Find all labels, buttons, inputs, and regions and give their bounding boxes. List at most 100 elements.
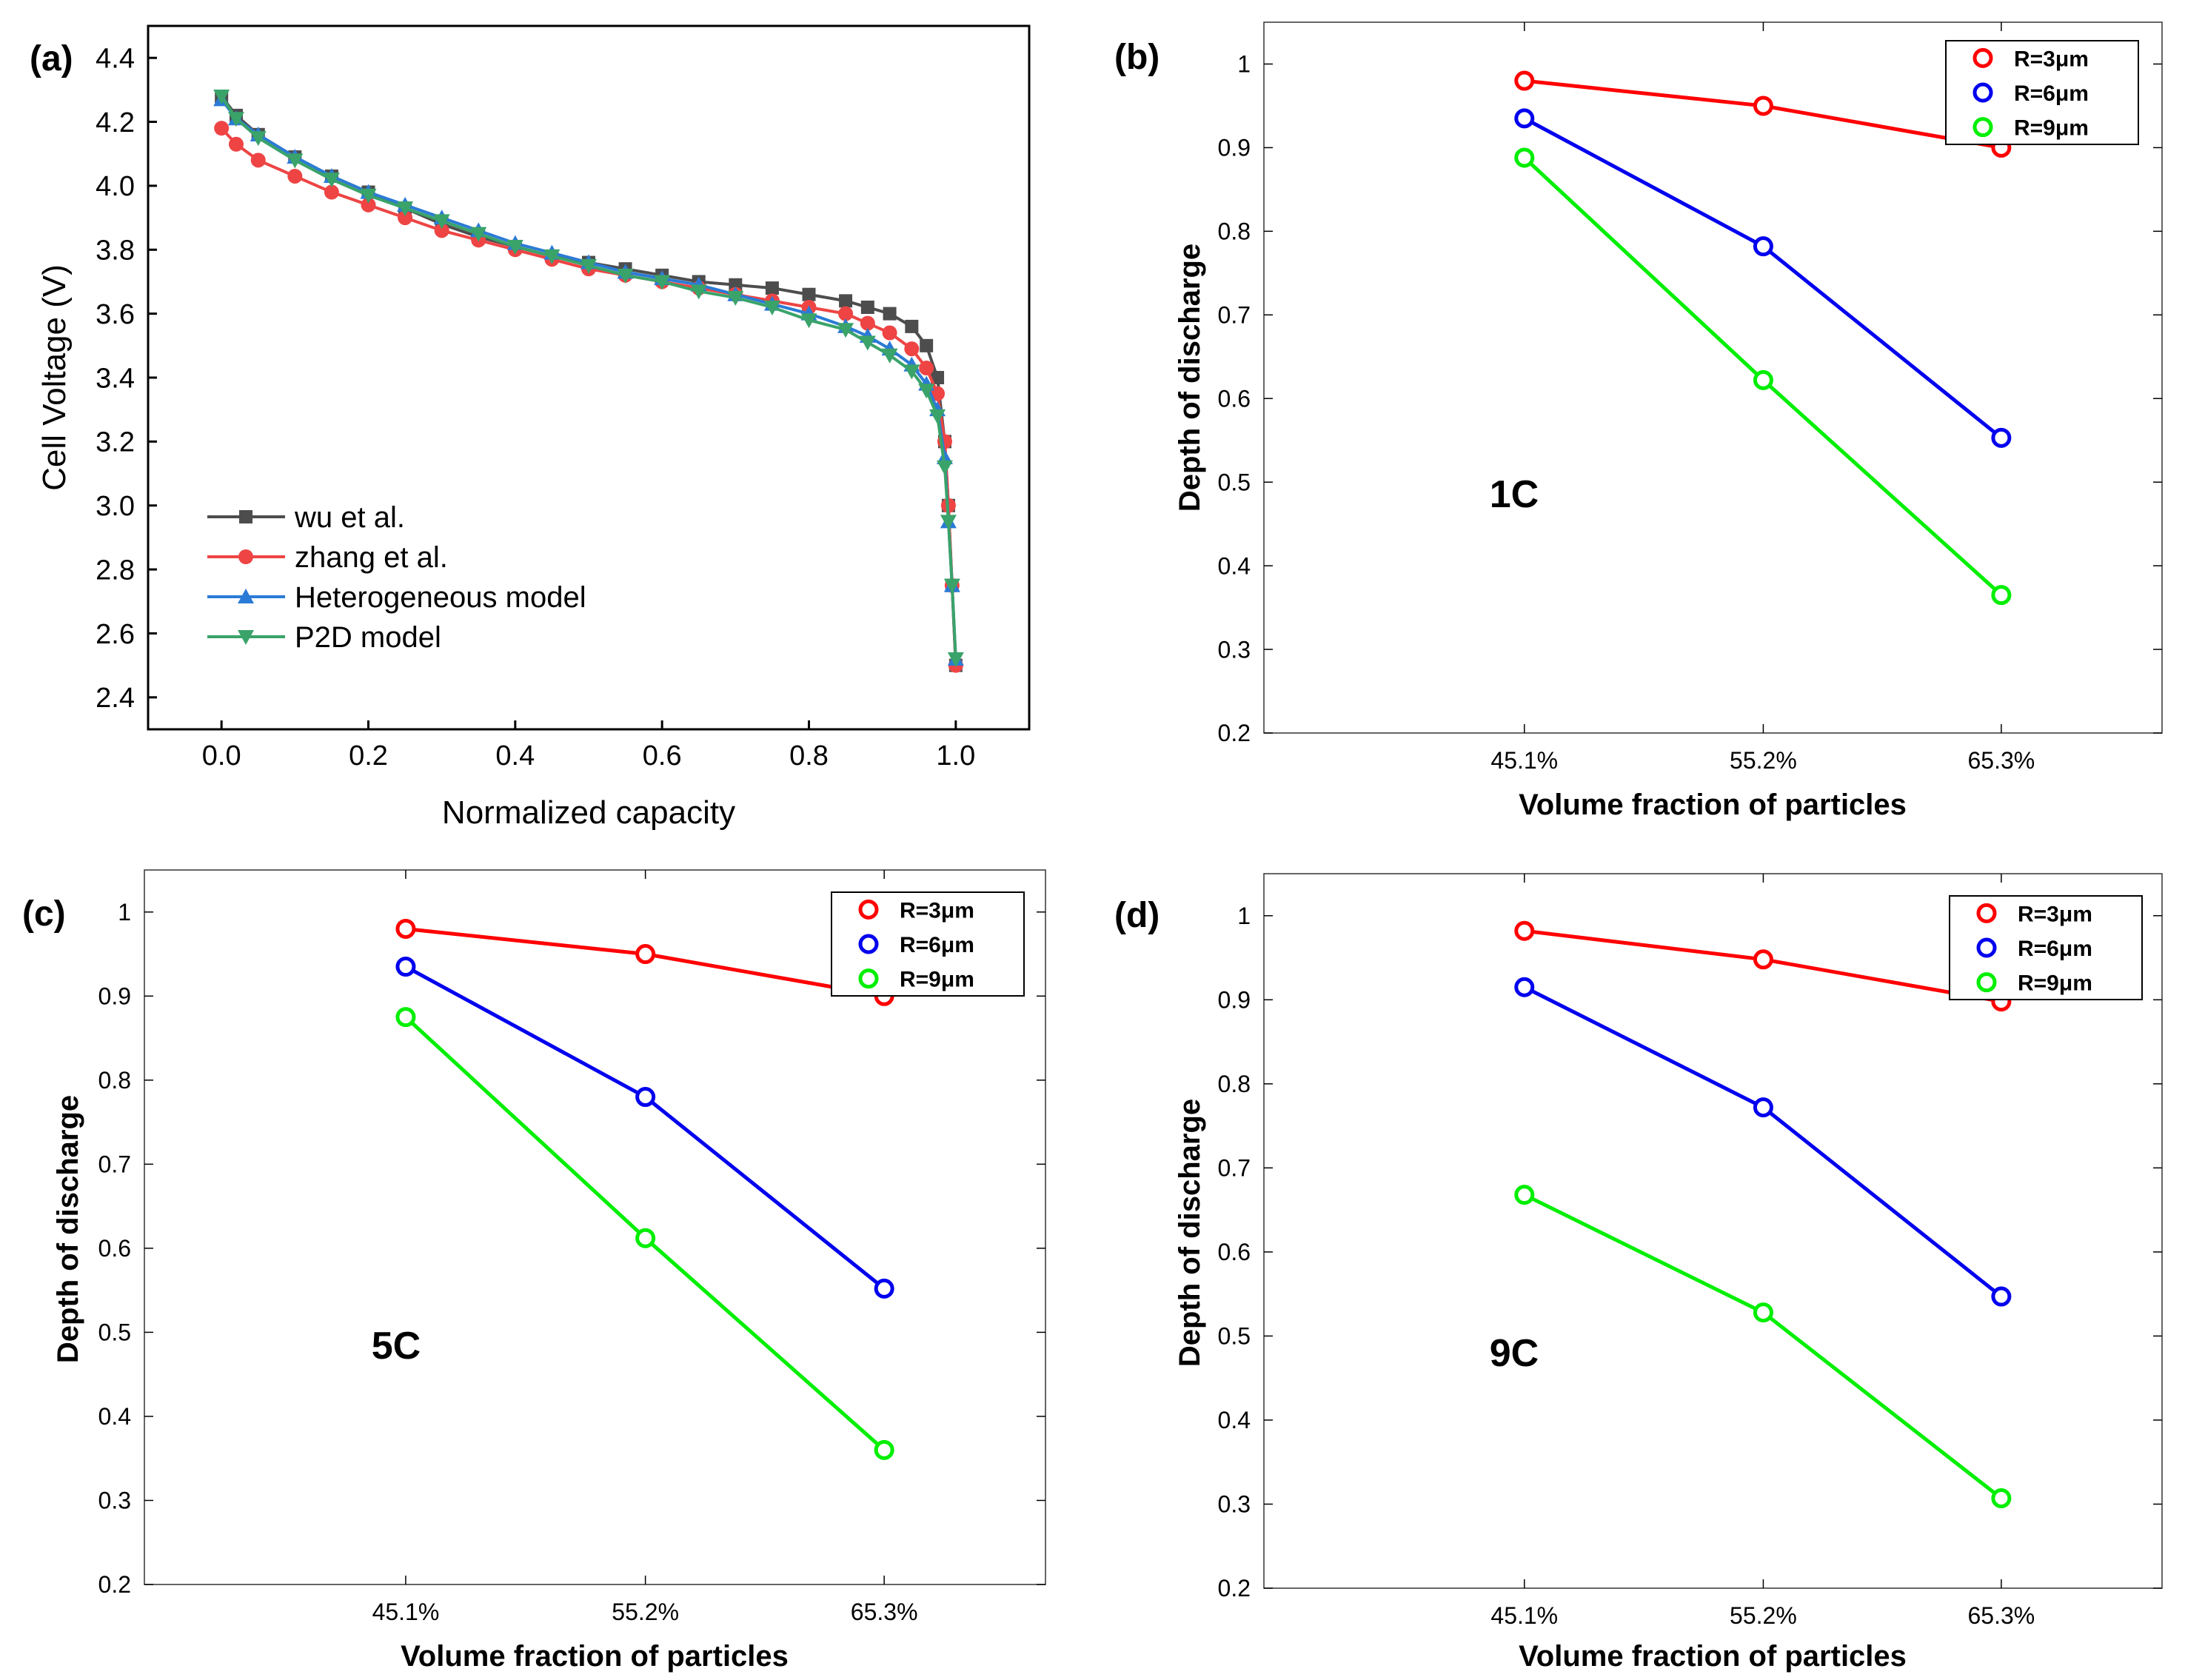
y-tick-label: 3.6 <box>96 299 135 330</box>
data-point <box>860 315 875 331</box>
legend-label: R=3μm <box>2018 902 2092 926</box>
legend-label: R=3μm <box>2014 47 2089 71</box>
series-line-2 <box>220 98 957 660</box>
legend-label: wu et al. <box>294 501 405 534</box>
data-point <box>1753 949 1773 970</box>
panel-b: (b) 0.2 0.3 0.4 0.5 0.6 0.7 0.8 0.9 1 45.1% 55.2% 65… <box>1114 21 2163 821</box>
y-tick-label: 0.8 <box>98 1067 131 1094</box>
x-tick-label: 0.8 <box>789 740 829 772</box>
y-tick-label: 3.2 <box>96 427 135 458</box>
data-point <box>397 201 414 217</box>
legend-marker <box>238 549 253 564</box>
data-point <box>940 515 957 530</box>
data-point <box>229 136 244 152</box>
legend-label: R=9μm <box>2018 971 2092 996</box>
data-point <box>931 371 945 384</box>
y-tick-label: 0.9 <box>1218 986 1251 1013</box>
data-point <box>361 197 376 212</box>
data-point <box>919 361 934 376</box>
legend-label: zhang et al. <box>295 541 448 574</box>
x-tick-label: 1.0 <box>936 740 975 772</box>
x-tick-label: 65.3% <box>1968 747 2035 774</box>
data-point <box>727 291 744 307</box>
data-point <box>654 275 671 290</box>
data-point <box>839 294 853 308</box>
plot-frame <box>144 869 1046 1585</box>
y-tick-label: 1 <box>1237 51 1251 78</box>
data-point <box>395 1007 416 1028</box>
panel-c: (c) 0.2 0.3 0.4 0.5 0.6 0.7 0.8 0.9 1 45.1% 55.2% 65… <box>22 869 1046 1673</box>
legend-marker <box>239 510 252 523</box>
data-point <box>859 335 876 351</box>
y-tick-label: 1 <box>118 899 131 926</box>
data-point <box>395 918 416 939</box>
y-tick-label: 0.9 <box>1218 135 1251 161</box>
legend-label: Heterogeneous model <box>295 581 586 614</box>
x-tick-label: 0.0 <box>202 740 241 772</box>
data-point <box>287 153 304 169</box>
legend-marker <box>1976 972 1997 993</box>
data-point <box>250 153 266 168</box>
rate-annotation: 1C <box>1490 473 1539 516</box>
legend-label: R=6μm <box>900 933 974 957</box>
data-point <box>228 112 244 127</box>
data-point <box>903 364 920 380</box>
data-point <box>882 325 897 341</box>
data-point <box>765 281 779 295</box>
data-point <box>635 1228 656 1248</box>
data-point <box>470 227 487 242</box>
y-tick-label: 0.6 <box>1218 1239 1251 1265</box>
data-point <box>1753 1302 1773 1323</box>
data-point <box>1514 977 1535 997</box>
data-point <box>323 173 340 188</box>
x-tick-label: 45.1% <box>1490 1602 1558 1629</box>
data-point <box>1753 96 1773 116</box>
y-tick-label: 0.3 <box>1218 636 1251 663</box>
legend-marker <box>1972 117 1993 138</box>
panel-label: (c) <box>22 894 66 934</box>
data-point <box>434 223 449 238</box>
legend-label: R=9μm <box>900 968 974 992</box>
data-point <box>398 210 413 226</box>
y-tick-label: 2.4 <box>96 683 135 714</box>
data-point <box>860 301 874 314</box>
x-tick-label: 65.3% <box>1968 1602 2035 1629</box>
y-tick-label: 0.7 <box>1218 1155 1251 1182</box>
y-tick-label: 0.8 <box>1218 218 1251 245</box>
legend-label: R=6μm <box>2018 937 2092 961</box>
data-point <box>1753 369 1773 390</box>
legend-marker <box>238 630 254 645</box>
data-point <box>214 121 230 136</box>
y-tick-label: 0.4 <box>1218 552 1251 579</box>
legend-marker <box>858 968 879 989</box>
data-point <box>929 409 946 424</box>
series-line-1 <box>220 127 957 666</box>
y-tick-label: 0.6 <box>98 1235 131 1262</box>
data-point <box>883 307 897 321</box>
data-point <box>360 188 377 204</box>
y-tick-label: 0.5 <box>1218 1323 1251 1350</box>
data-point <box>1991 585 2012 606</box>
legend-label: P2D model <box>295 621 441 654</box>
panel-a: (a) 2.4 2.6 2.8 3.0 3.2 3.4 3.6 3.8 4.0 4.2 4.4 0.0 0… <box>30 24 1031 831</box>
x-tick-label: 0.4 <box>495 740 535 772</box>
y-tick-label: 0.7 <box>1218 301 1251 328</box>
data-point <box>213 90 230 104</box>
legend-label: R=3μm <box>900 898 974 923</box>
y-tick-label: 3.0 <box>96 491 135 522</box>
x-tick-label: 65.3% <box>851 1599 918 1625</box>
legend-marker <box>1976 937 1997 958</box>
legend-marker <box>858 934 879 954</box>
data-point <box>881 348 898 364</box>
y-tick-label: 0.8 <box>1218 1071 1251 1097</box>
data-point <box>947 652 964 667</box>
y-tick-label: 0.2 <box>1218 720 1251 746</box>
plot-frame <box>1263 873 2163 1589</box>
x-tick-label: 45.1% <box>1490 747 1558 774</box>
legend-marker <box>1972 47 1993 68</box>
data-point <box>874 1278 894 1299</box>
x-tick-label: 0.6 <box>643 740 682 772</box>
y-tick-label: 4.0 <box>96 171 135 202</box>
y-tick-label: 2.8 <box>96 555 135 586</box>
data-point <box>1514 147 1535 168</box>
